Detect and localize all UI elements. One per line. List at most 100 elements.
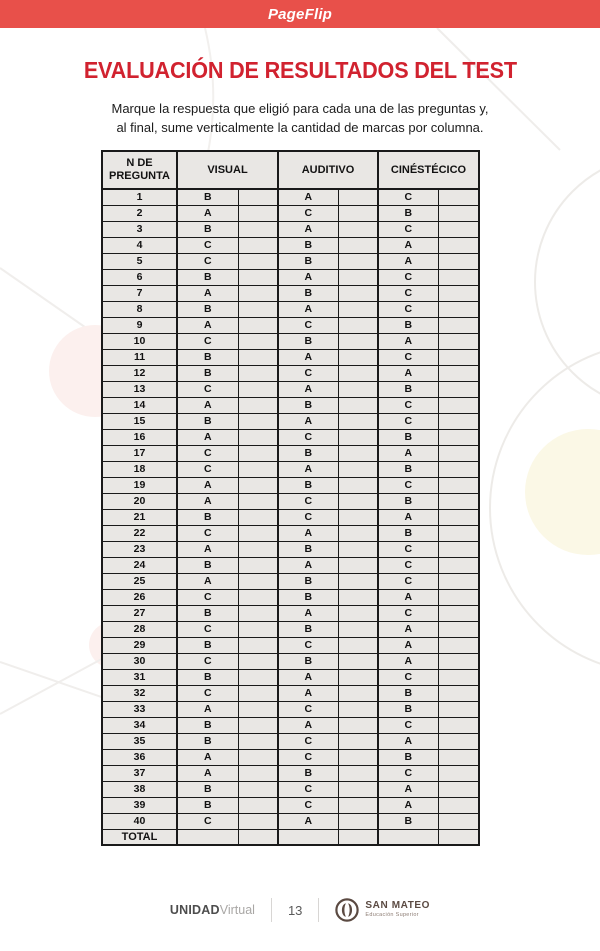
question-number-cell: 34 bbox=[101, 716, 178, 734]
visual-answer-cell: A bbox=[176, 700, 239, 718]
visual-mark-cell bbox=[237, 508, 279, 526]
visual-answer-cell: A bbox=[176, 476, 239, 494]
san-mateo-logo-icon bbox=[335, 898, 360, 922]
visual-mark-cell bbox=[237, 540, 279, 558]
question-number-cell: 12 bbox=[101, 364, 178, 382]
visual-answer-cell: C bbox=[176, 812, 239, 830]
visual-answer-cell: C bbox=[176, 620, 239, 638]
cinestecico-mark-cell bbox=[437, 668, 480, 686]
auditivo-answer-cell: B bbox=[277, 252, 339, 270]
question-number-cell: 28 bbox=[101, 620, 178, 638]
question-number-cell: 3 bbox=[101, 220, 178, 238]
question-number-cell: 11 bbox=[101, 348, 178, 366]
cinestecico-answer-cell: C bbox=[377, 412, 439, 430]
table-row: 33 A C B bbox=[101, 700, 480, 718]
auditivo-answer-cell: C bbox=[277, 508, 339, 526]
auditivo-mark-cell bbox=[337, 252, 379, 270]
visual-mark-cell bbox=[237, 268, 279, 286]
auditivo-mark-cell bbox=[337, 364, 379, 382]
visual-answer-cell: C bbox=[176, 460, 239, 478]
visual-answer-cell: B bbox=[176, 364, 239, 382]
cinestecico-total-mark-cell bbox=[437, 828, 480, 846]
visual-mark-cell bbox=[237, 652, 279, 670]
visual-total-mark-cell bbox=[237, 828, 279, 846]
cinestecico-answer-cell: C bbox=[377, 476, 439, 494]
visual-answer-cell: C bbox=[176, 652, 239, 670]
auditivo-answer-cell: C bbox=[277, 428, 339, 446]
auditivo-mark-cell bbox=[337, 572, 379, 590]
cinestecico-answer-cell: A bbox=[377, 332, 439, 350]
auditivo-answer-cell: A bbox=[277, 380, 339, 398]
cinestecico-answer-cell: C bbox=[377, 268, 439, 286]
visual-mark-cell bbox=[237, 316, 279, 334]
auditivo-answer-cell: A bbox=[277, 348, 339, 366]
auditivo-mark-cell bbox=[337, 780, 379, 798]
table-row: 22 C A B bbox=[101, 524, 480, 542]
auditivo-mark-cell bbox=[337, 812, 379, 830]
auditivo-answer-cell: A bbox=[277, 812, 339, 830]
cinestecico-mark-cell bbox=[437, 764, 480, 782]
cinestecico-answer-cell: A bbox=[377, 796, 439, 814]
question-number-cell: 4 bbox=[101, 236, 178, 254]
cinestecico-answer-cell: A bbox=[377, 588, 439, 606]
auditivo-mark-cell bbox=[337, 300, 379, 318]
visual-mark-cell bbox=[237, 332, 279, 350]
auditivo-answer-cell: A bbox=[277, 604, 339, 622]
visual-mark-cell bbox=[237, 620, 279, 638]
question-number-cell: 2 bbox=[101, 204, 178, 222]
auditivo-answer-cell: A bbox=[277, 220, 339, 238]
visual-mark-cell bbox=[237, 572, 279, 590]
cinestecico-answer-cell: B bbox=[377, 684, 439, 702]
visual-mark-cell bbox=[237, 300, 279, 318]
cinestecico-mark-cell bbox=[437, 572, 480, 590]
visual-mark-cell bbox=[237, 444, 279, 462]
visual-mark-cell bbox=[237, 348, 279, 366]
auditivo-mark-cell bbox=[337, 460, 379, 478]
visual-answer-cell: B bbox=[176, 796, 239, 814]
auditivo-answer-cell: B bbox=[277, 476, 339, 494]
auditivo-answer-cell: A bbox=[277, 684, 339, 702]
cinestecico-mark-cell bbox=[437, 380, 480, 398]
unidad-virtual-light: Virtual bbox=[219, 903, 255, 917]
visual-mark-cell bbox=[237, 412, 279, 430]
visual-answer-cell: C bbox=[176, 524, 239, 542]
cinestecico-mark-cell bbox=[437, 220, 480, 238]
page-title: EVALUACIÓN DE RESULTADOS DEL TEST bbox=[83, 57, 517, 83]
auditivo-mark-cell bbox=[337, 508, 379, 526]
visual-answer-cell: B bbox=[176, 268, 239, 286]
total-row: TOTAL bbox=[101, 828, 480, 846]
auditivo-answer-cell: B bbox=[277, 620, 339, 638]
auditivo-answer-cell: A bbox=[277, 524, 339, 542]
table-header-row: N DE PREGUNTA VISUAL AUDITIVO CINÉSTÉCIC… bbox=[101, 150, 480, 190]
visual-mark-cell bbox=[237, 364, 279, 382]
auditivo-answer-cell: B bbox=[277, 572, 339, 590]
table-row: 40 C A B bbox=[101, 812, 480, 830]
cinestecico-mark-cell bbox=[437, 508, 480, 526]
auditivo-mark-cell bbox=[337, 428, 379, 446]
footer-divider bbox=[270, 898, 272, 922]
auditivo-answer-cell: C bbox=[277, 700, 339, 718]
visual-answer-cell: C bbox=[176, 380, 239, 398]
table-row: 32 C A B bbox=[101, 684, 480, 702]
visual-answer-cell: B bbox=[176, 668, 239, 686]
auditivo-mark-cell bbox=[337, 524, 379, 542]
cinestecico-answer-cell: A bbox=[377, 444, 439, 462]
cinestecico-mark-cell bbox=[437, 204, 480, 222]
visual-mark-cell bbox=[237, 668, 279, 686]
visual-mark-cell bbox=[237, 476, 279, 494]
cinestecico-mark-cell bbox=[437, 716, 480, 734]
auditivo-mark-cell bbox=[337, 188, 379, 206]
question-number-cell: 17 bbox=[101, 444, 178, 462]
san-mateo-name: SAN MATEO bbox=[365, 900, 431, 912]
visual-answer-cell: A bbox=[176, 540, 239, 558]
visual-answer-cell: C bbox=[176, 684, 239, 702]
question-number-cell: 13 bbox=[101, 380, 178, 398]
visual-mark-cell bbox=[237, 556, 279, 574]
visual-answer-cell: B bbox=[176, 220, 239, 238]
visual-answer-cell: B bbox=[176, 604, 239, 622]
question-number-cell: 31 bbox=[101, 668, 178, 686]
cinestecico-answer-cell: C bbox=[377, 764, 439, 782]
